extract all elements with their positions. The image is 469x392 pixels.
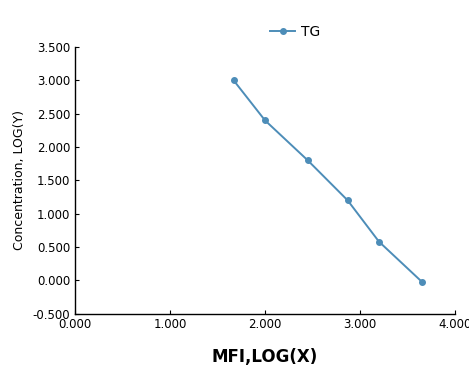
Line: TG: TG xyxy=(231,78,424,284)
Legend: TG: TG xyxy=(265,19,326,44)
TG xyxy=(305,158,310,163)
TG xyxy=(376,239,382,244)
Y-axis label: Concentration, LOG(Y): Concentration, LOG(Y) xyxy=(13,110,26,250)
TG xyxy=(262,118,268,123)
TG xyxy=(231,78,236,83)
TG xyxy=(419,279,424,284)
TG xyxy=(345,198,350,203)
X-axis label: MFI,LOG(X): MFI,LOG(X) xyxy=(212,348,318,366)
